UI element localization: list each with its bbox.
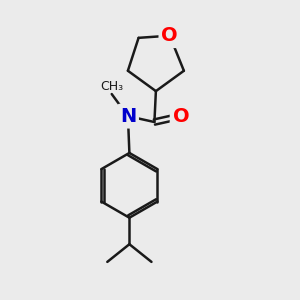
Text: N: N <box>120 106 136 126</box>
Text: CH₃: CH₃ <box>100 80 123 93</box>
Text: O: O <box>161 26 178 45</box>
Text: O: O <box>172 106 189 126</box>
